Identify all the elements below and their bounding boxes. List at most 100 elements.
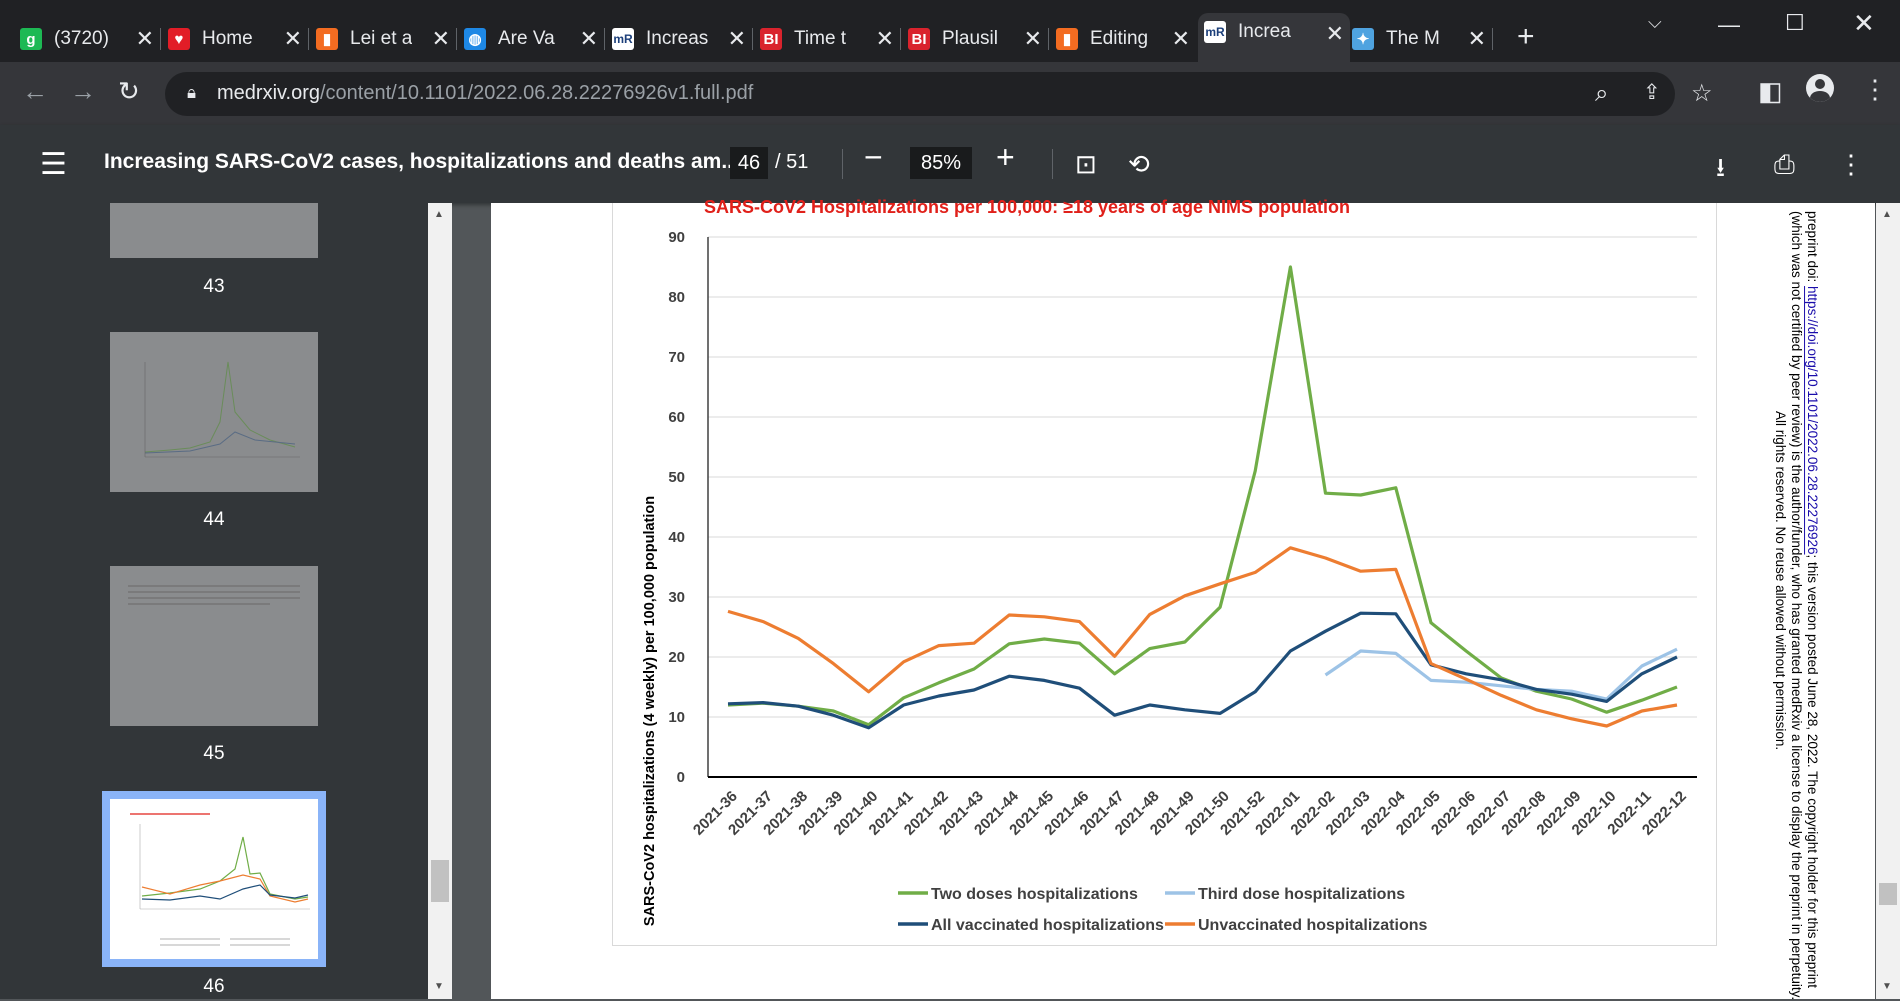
bookmark-star-icon[interactable]: ☆ bbox=[1691, 80, 1713, 107]
tab-search-icon[interactable]: ⌵ bbox=[1648, 12, 1662, 32]
tab-title: Plausil bbox=[942, 28, 998, 49]
scroll-up-arrow-icon[interactable]: ▲ bbox=[434, 209, 444, 220]
browser-tab[interactable]: g (3720) ✕ bbox=[20, 21, 161, 57]
share-icon[interactable]: ⇪ bbox=[1643, 81, 1661, 104]
browser-tab[interactable]: BI Time t ✕ bbox=[760, 21, 901, 57]
thumbnail-chart-preview bbox=[144, 361, 300, 458]
sidebar-scrollbar[interactable]: ▲ ▼ bbox=[428, 203, 452, 999]
legend-label: Unvaccinated hospitalizations bbox=[1198, 917, 1427, 934]
tab-close-icon[interactable]: ✕ bbox=[283, 26, 302, 51]
pdf-toolbar: ☰ Increasing SARS-CoV2 cases, hospitaliz… bbox=[0, 125, 1900, 203]
scroll-up-arrow-icon[interactable]: ▲ bbox=[1882, 209, 1892, 220]
profile-avatar-icon[interactable] bbox=[1806, 74, 1834, 102]
reload-icon[interactable]: ↻ bbox=[118, 76, 140, 106]
browser-tab[interactable]: ✦ The M ✕ bbox=[1352, 21, 1493, 57]
tab-separator bbox=[1492, 28, 1493, 50]
tab-separator bbox=[456, 28, 457, 50]
page-total: / 51 bbox=[775, 151, 809, 173]
document-title: Increasing SARS-CoV2 cases, hospitalizat… bbox=[104, 150, 739, 173]
y-tick-label: 70 bbox=[668, 349, 685, 366]
main-scrollbar[interactable]: ▲ ▼ bbox=[1876, 203, 1900, 999]
tab-separator bbox=[752, 28, 753, 50]
forward-icon[interactable]: → bbox=[70, 76, 96, 106]
scroll-down-arrow-icon[interactable]: ▼ bbox=[1882, 981, 1892, 992]
zoom-in-icon[interactable]: + bbox=[996, 139, 1015, 175]
tab-close-icon[interactable]: ✕ bbox=[135, 26, 154, 51]
maximize-icon[interactable]: ☐ bbox=[1785, 10, 1805, 35]
divider bbox=[1052, 149, 1053, 179]
tab-title: Increa bbox=[1238, 21, 1291, 42]
hamburger-menu-icon[interactable]: ☰ bbox=[40, 148, 67, 181]
thumbnail-label: 44 bbox=[203, 509, 225, 530]
tab-title: Home bbox=[202, 28, 253, 49]
rotate-icon[interactable]: ⟲ bbox=[1128, 149, 1150, 179]
tab-close-icon[interactable]: ✕ bbox=[1325, 21, 1344, 46]
thumbnail-chart-preview bbox=[130, 813, 310, 946]
series-line-0 bbox=[727, 265, 1678, 727]
zoom-input[interactable]: 85% bbox=[910, 147, 972, 179]
download-icon[interactable]: ⭳ bbox=[1716, 152, 1726, 182]
tab-separator bbox=[160, 28, 161, 50]
y-tick-label: 90 bbox=[668, 229, 685, 246]
thumbnail-page-46-selected[interactable] bbox=[102, 791, 326, 967]
url-text: medrxiv.org/content/10.1101/2022.06.28.2… bbox=[217, 82, 754, 104]
tab-close-icon[interactable]: ✕ bbox=[1467, 26, 1486, 51]
thumbnail-page-43[interactable] bbox=[110, 203, 318, 258]
tab-separator bbox=[900, 28, 901, 50]
browser-tab[interactable]: BI Plausil ✕ bbox=[908, 21, 1049, 57]
legend-label: Two doses hospitalizations bbox=[931, 886, 1138, 903]
fit-page-icon[interactable]: ⊡ bbox=[1075, 149, 1097, 179]
browser-tab[interactable]: ▮ Lei et a ✕ bbox=[316, 21, 457, 57]
tab-favicon-icon: ◍ bbox=[464, 28, 486, 50]
tab-title: Time t bbox=[794, 28, 847, 49]
thumbnail-page-45[interactable] bbox=[110, 566, 318, 726]
print-icon[interactable]: ⎙ bbox=[1774, 149, 1795, 179]
browser-tab[interactable]: ◍ Are Va ✕ bbox=[464, 21, 605, 57]
minimize-icon[interactable]: — bbox=[1718, 12, 1740, 37]
legend-label: Third dose hospitalizations bbox=[1198, 886, 1405, 903]
address-bar[interactable]: 🔒︎ medrxiv.org/content/10.1101/2022.06.2… bbox=[165, 72, 1713, 116]
pdf-more-icon[interactable]: ⋮ bbox=[1838, 149, 1864, 179]
tab-title: Increas bbox=[646, 28, 708, 49]
pdf-page: SARS-CoV2 Hospitalizations per 100,000: … bbox=[491, 197, 1875, 1001]
tab-separator bbox=[1048, 28, 1049, 50]
side-panel-icon[interactable]: ◧ bbox=[1758, 76, 1783, 106]
scrollbar-thumb[interactable] bbox=[431, 860, 449, 902]
y-tick-label: 50 bbox=[668, 469, 685, 486]
tab-favicon-icon: mR bbox=[1204, 21, 1226, 43]
y-tick-label: 80 bbox=[668, 289, 685, 306]
back-icon[interactable]: ← bbox=[22, 76, 48, 106]
y-tick-label: 40 bbox=[668, 529, 685, 546]
tab-close-icon[interactable]: ✕ bbox=[875, 26, 894, 51]
close-window-icon[interactable]: ✕ bbox=[1853, 8, 1875, 38]
tab-close-icon[interactable]: ✕ bbox=[727, 26, 746, 51]
y-tick-label: 30 bbox=[668, 589, 685, 606]
chart-title: SARS-CoV2 Hospitalizations per 100,000: … bbox=[704, 197, 1351, 217]
tab-close-icon[interactable]: ✕ bbox=[1023, 26, 1042, 51]
thumbnail-sidebar: 43 44 45 46 bbox=[0, 203, 428, 999]
tab-close-icon[interactable]: ✕ bbox=[1171, 26, 1190, 51]
notice-line-2: (which was not certified by peer review)… bbox=[1789, 211, 1804, 1001]
browser-menu-icon[interactable]: ⋮ bbox=[1862, 74, 1888, 104]
tab-close-icon[interactable]: ✕ bbox=[431, 26, 450, 51]
doi-link[interactable]: https://doi.org/10.1101/2022.06.28.22276… bbox=[1805, 286, 1820, 555]
y-tick-label: 20 bbox=[668, 649, 685, 666]
scroll-down-arrow-icon[interactable]: ▼ bbox=[434, 981, 444, 992]
thumbnail-page-44[interactable] bbox=[110, 332, 318, 492]
scrollbar-thumb[interactable] bbox=[1879, 883, 1897, 905]
zoom-icon[interactable]: ⌕ bbox=[1595, 80, 1609, 107]
notice-line-1: preprint doi: https://doi.org/10.1101/20… bbox=[1805, 211, 1820, 989]
y-tick-label: 60 bbox=[668, 409, 685, 426]
zoom-out-icon[interactable]: − bbox=[864, 139, 883, 175]
new-tab-icon[interactable]: + bbox=[1517, 20, 1535, 53]
tab-title: Are Va bbox=[498, 28, 555, 49]
divider bbox=[842, 149, 843, 179]
tab-close-icon[interactable]: ✕ bbox=[579, 26, 598, 51]
browser-tab[interactable]: ♥ Home ✕ bbox=[168, 21, 309, 57]
series-line-2 bbox=[727, 611, 1678, 730]
browser-tab[interactable]: ▮ Editing ✕ bbox=[1056, 21, 1196, 57]
browser-tab[interactable]: mR Increas ✕ bbox=[612, 21, 753, 57]
page-number-input[interactable]: 46 bbox=[730, 147, 768, 179]
tab-separator bbox=[604, 28, 605, 50]
